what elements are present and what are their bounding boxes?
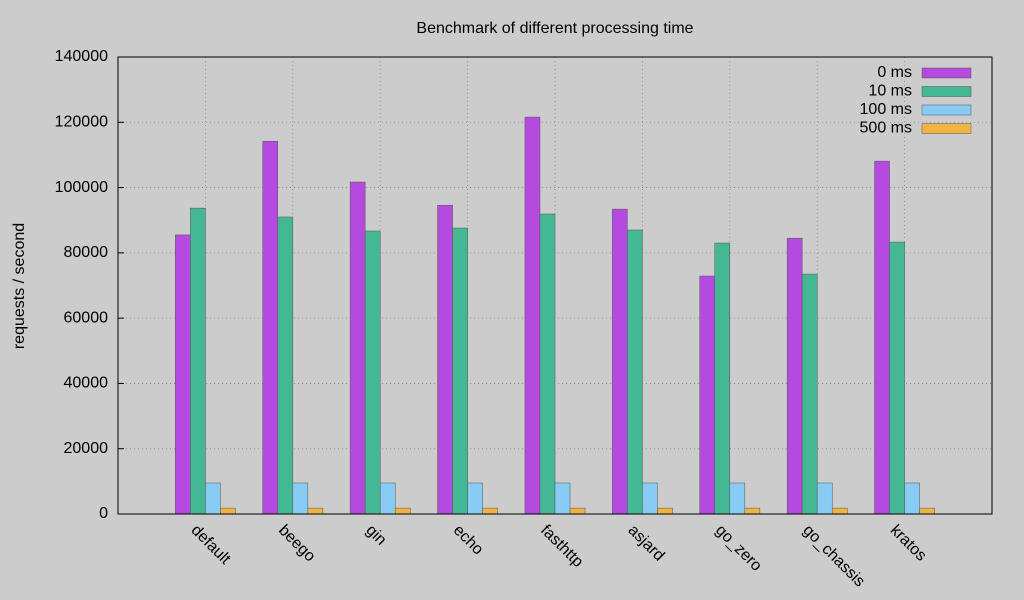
bar	[452, 227, 468, 515]
legend-label: 10 ms	[868, 83, 912, 100]
bar	[657, 507, 673, 515]
bar	[205, 482, 221, 515]
bar	[627, 229, 643, 515]
bar	[904, 482, 920, 515]
x-tick-label: kratos	[887, 522, 930, 565]
legend-label: 500 ms	[860, 120, 912, 137]
legend-swatch	[921, 123, 972, 134]
bar	[699, 275, 716, 515]
bar	[569, 507, 586, 515]
legend-label: 100 ms	[860, 101, 912, 118]
chart-title: Benchmark of different processing time	[416, 20, 693, 37]
bar	[612, 208, 628, 515]
bar	[190, 207, 206, 515]
y-tick-label: 100000	[55, 179, 108, 196]
bar	[220, 507, 236, 515]
bar	[889, 241, 905, 515]
legend-swatch	[921, 67, 972, 79]
bar	[919, 507, 935, 515]
bar	[307, 507, 324, 515]
bar	[437, 204, 453, 515]
bar	[292, 482, 309, 515]
legend-swatch	[921, 104, 972, 116]
y-axis-label: requests / second	[11, 223, 28, 349]
y-tick-label: 80000	[64, 244, 109, 261]
x-tick-label: echo	[450, 522, 487, 559]
bar	[277, 216, 294, 515]
plot-frame	[117, 56, 993, 515]
legend-label: 0 ms	[877, 64, 912, 81]
bar	[524, 116, 541, 515]
y-tick-label: 20000	[64, 440, 109, 457]
bar	[801, 273, 818, 515]
x-tick-label: gin	[362, 522, 389, 549]
bar	[816, 482, 833, 515]
y-tick-label: 60000	[64, 309, 109, 326]
y-tick-label: 40000	[64, 375, 109, 392]
y-tick-label: 120000	[55, 114, 108, 131]
bar	[349, 181, 366, 515]
x-tick-label: asjard	[625, 522, 668, 565]
bar	[379, 482, 396, 515]
bar	[714, 242, 731, 515]
bar	[262, 140, 279, 515]
bar	[831, 507, 848, 515]
bar	[539, 213, 556, 515]
bar	[874, 160, 890, 515]
legend-swatch	[921, 86, 972, 97]
bar	[467, 482, 483, 515]
x-tick-label: go_zero	[712, 522, 765, 575]
bar	[729, 482, 746, 515]
bar	[786, 237, 803, 515]
bar	[364, 230, 381, 515]
bar	[554, 482, 571, 515]
bar	[394, 507, 411, 515]
x-tick-label: go_chassis	[799, 522, 868, 591]
bar	[642, 482, 658, 515]
bar	[482, 507, 498, 515]
y-tick-label: 140000	[55, 48, 108, 65]
y-tick-label: 0	[99, 505, 108, 522]
bar	[175, 234, 191, 515]
x-tick-label: default	[188, 522, 234, 568]
bar	[744, 507, 761, 515]
x-tick-label: fasthttp	[537, 522, 586, 571]
x-tick-label: beego	[275, 522, 319, 566]
